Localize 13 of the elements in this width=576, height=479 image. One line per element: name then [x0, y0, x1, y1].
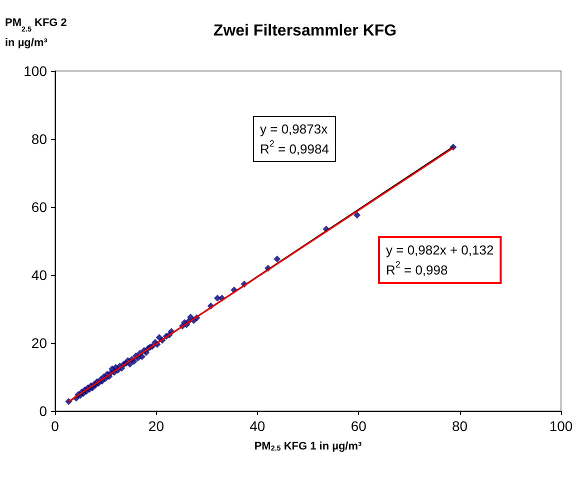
- x-tick-label: 80: [452, 418, 468, 434]
- y-tick-label: 80: [31, 131, 48, 147]
- chart-title: Zwei Filtersammler KFG: [213, 22, 397, 40]
- x-tick-label: 100: [549, 418, 573, 434]
- y-tick-label: 40: [31, 267, 48, 283]
- y-tick-label: 20: [31, 335, 48, 351]
- y-tick-label: 60: [31, 199, 48, 215]
- y-tick-label: 0: [39, 403, 48, 419]
- x-tick-label: 60: [350, 418, 367, 434]
- x-tick-label: 40: [250, 418, 266, 434]
- y-tick-label: 100: [24, 63, 48, 79]
- x-tick-label: 20: [148, 418, 164, 434]
- x-tick-label: 0: [51, 418, 60, 434]
